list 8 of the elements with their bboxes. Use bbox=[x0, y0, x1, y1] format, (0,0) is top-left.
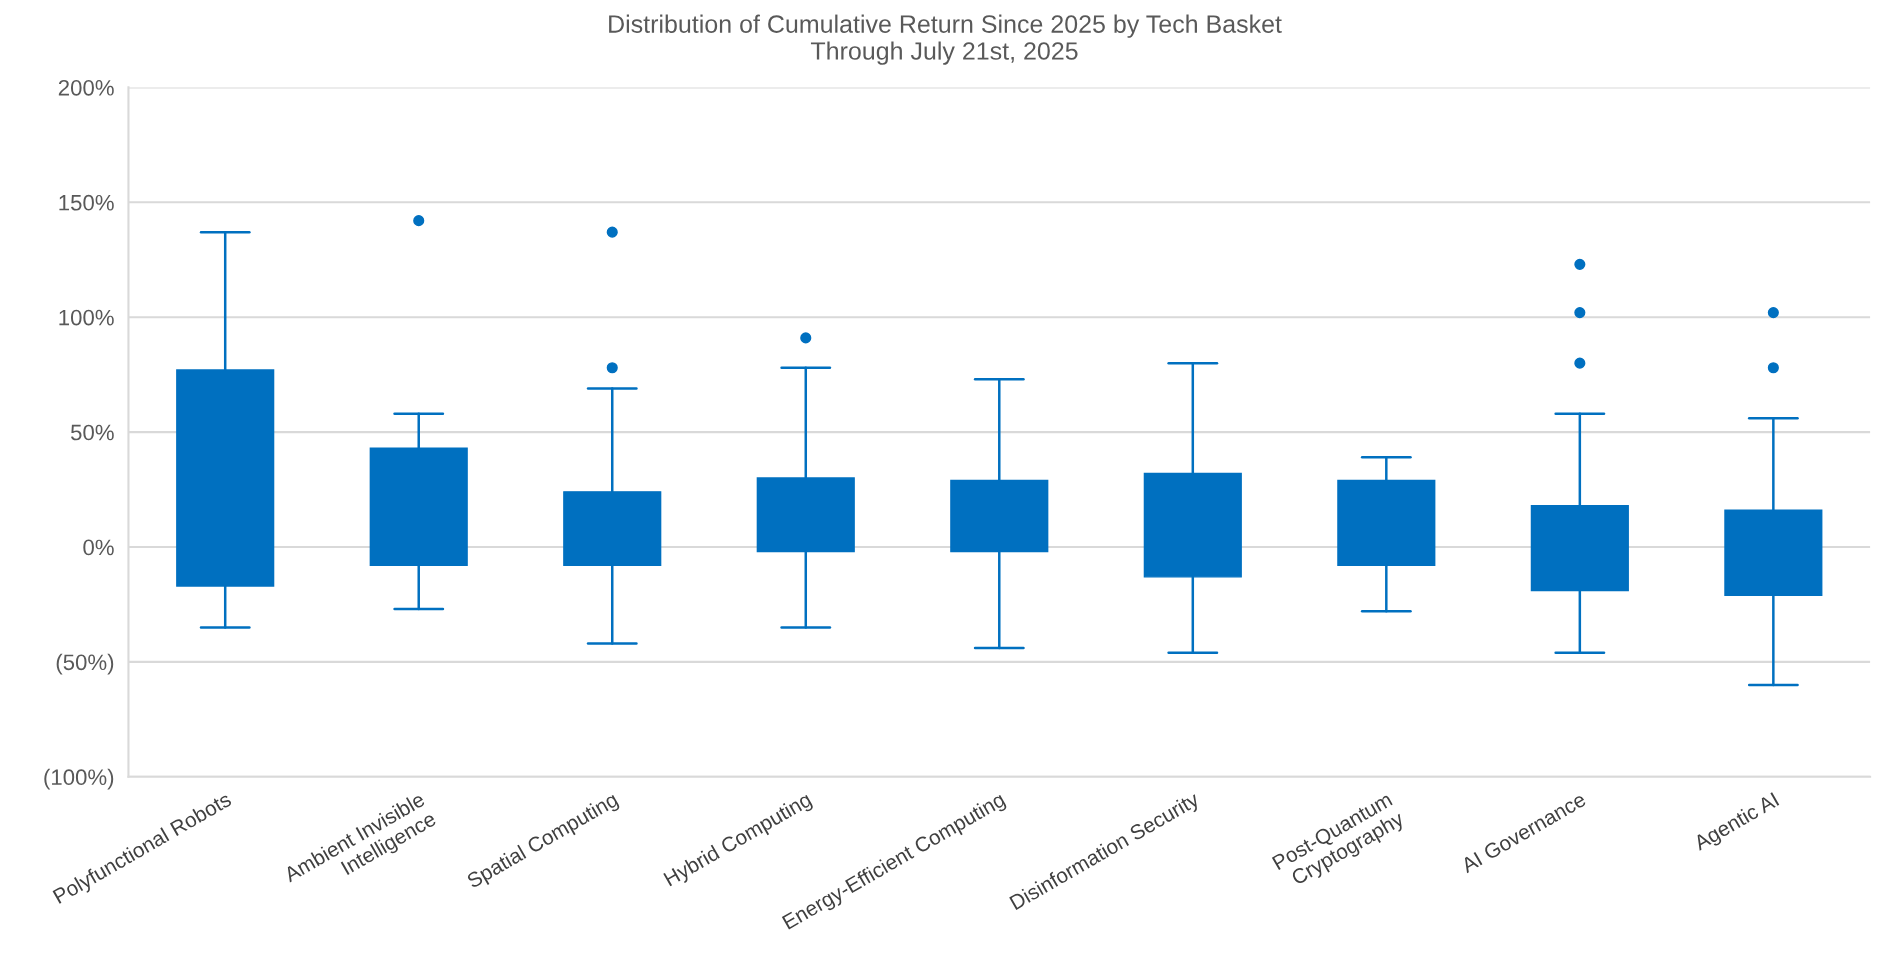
y-tick-label: 200% bbox=[58, 79, 114, 96]
chart-title: Distribution of Cumulative Return Since 2025 by Tech Basket Through July 21st, 2025 bbox=[609, 14, 1282, 65]
y-tick-label: (100%) bbox=[44, 768, 114, 790]
y-tick-label: 50% bbox=[70, 424, 114, 441]
y-tick-label: 150% bbox=[59, 194, 114, 211]
y-tick-label: 0% bbox=[83, 539, 114, 556]
y-tick-label: (50%) bbox=[56, 653, 114, 675]
y-tick-label: 100% bbox=[59, 309, 114, 326]
